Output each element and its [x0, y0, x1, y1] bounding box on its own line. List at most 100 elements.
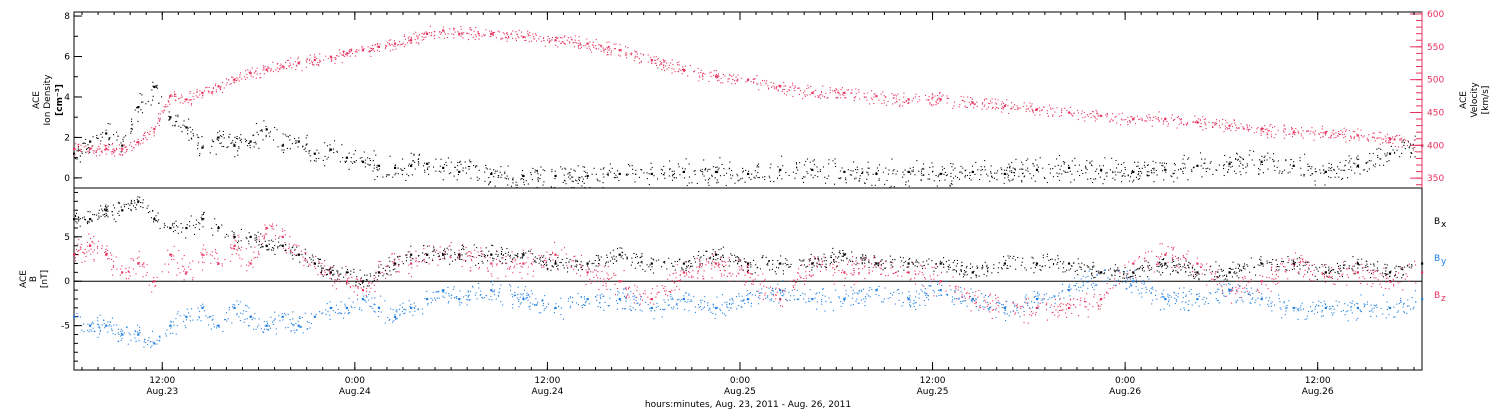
velocity-scatter-dot: [165, 104, 167, 106]
velocity-scatter-dot: [674, 71, 676, 73]
bz-scatter-dot: [782, 289, 784, 291]
velocity-scatter-dot: [865, 96, 867, 98]
bz-scatter-dot: [557, 255, 559, 257]
density-scatter-dot: [365, 159, 367, 161]
density-scatter-dot: [1392, 149, 1394, 151]
density-scatter-dot: [413, 153, 415, 155]
density-scatter-dot: [782, 165, 784, 167]
velocity-scatter-dot: [1167, 125, 1169, 127]
bz-scatter-dot: [156, 276, 158, 278]
density-scatter-dot: [959, 171, 961, 173]
density-scatter-dot: [632, 173, 634, 175]
density-scatter-dot: [920, 179, 922, 181]
density-scatter-dot: [1274, 169, 1276, 172]
density-scatter-dot: [964, 170, 966, 172]
density-scatter-dot: [315, 160, 317, 162]
velocity-scatter-dot: [1036, 109, 1038, 111]
bz-scatter-dot: [775, 294, 777, 296]
velocity-scatter-dot: [268, 66, 270, 68]
density-scatter-dot: [233, 143, 235, 146]
bz-scatter-dot: [718, 262, 720, 264]
velocity-scatter-dot: [305, 66, 307, 68]
velocity-point-20: [393, 42, 397, 45]
bz-scatter-dot: [1393, 285, 1395, 287]
bz-scatter-dot: [232, 248, 234, 250]
velocity-scatter-dot: [1283, 124, 1285, 126]
density-scatter-dot: [1090, 164, 1092, 166]
density-scatter-dot: [1132, 181, 1134, 183]
velocity-scatter-dot: [466, 32, 468, 35]
bz-scatter-dot: [1167, 261, 1169, 263]
velocity-scatter-dot: [335, 58, 337, 61]
velocity-scatter-dot: [369, 47, 371, 49]
velocity-scatter-dot: [1321, 125, 1323, 127]
density-scatter-dot: [847, 169, 849, 171]
bz-scatter-dot: [1415, 264, 1417, 266]
velocity-scatter-dot: [79, 150, 82, 152]
bz-scatter-dot: [418, 261, 420, 263]
density-scatter-dot: [1283, 169, 1286, 171]
density-scatter-dot: [1009, 180, 1011, 182]
density-scatter-dot: [1245, 166, 1247, 168]
velocity-scatter-dot: [750, 80, 752, 83]
velocity-scatter-dot: [1338, 133, 1340, 135]
bz-scatter-dot: [183, 254, 185, 257]
bz-scatter-dot: [376, 281, 379, 283]
bz-scatter-dot: [1236, 291, 1238, 293]
density-scatter-dot: [413, 154, 415, 156]
bz-scatter-dot: [698, 266, 700, 268]
bz-scatter-dot: [391, 261, 393, 263]
bz-scatter-dot: [234, 239, 236, 241]
bz-scatter-dot: [984, 299, 986, 301]
bz-scatter-dot: [303, 259, 305, 261]
density-scatter-dot: [914, 174, 916, 176]
density-scatter-dot: [116, 131, 118, 133]
velocity-point-4: [137, 141, 140, 144]
bz-scatter-dot: [992, 309, 995, 311]
bz-scatter-dot: [841, 269, 843, 271]
velocity-scatter-dot: [994, 108, 996, 110]
density-scatter-dot: [662, 173, 664, 175]
density-scatter-dot: [551, 169, 553, 171]
density-scatter-dot: [1000, 167, 1002, 169]
velocity-scatter-dot: [418, 43, 420, 45]
bz-scatter-dot: [599, 264, 601, 266]
velocity-scatter-dot: [468, 33, 470, 35]
velocity-scatter-dot: [78, 143, 80, 145]
velocity-scatter-dot: [1001, 101, 1003, 103]
density-scatter-dot: [757, 177, 759, 179]
bz-scatter-dot: [237, 234, 239, 236]
velocity-scatter-dot: [371, 44, 374, 46]
velocity-scatter-dot: [415, 42, 417, 44]
velocity-point-47: [1196, 121, 1199, 124]
velocity-scatter-dot: [414, 39, 416, 41]
velocity-scatter-dot: [395, 48, 397, 50]
bz-scatter-dot: [224, 259, 226, 261]
density-scatter-dot: [537, 177, 539, 179]
density-scatter-dot: [1259, 169, 1261, 171]
bz-scatter-dot: [338, 278, 340, 281]
velocity-scatter-dot: [598, 48, 600, 50]
density-scatter-dot: [838, 177, 840, 179]
bz-scatter-dot: [1014, 313, 1016, 315]
velocity-scatter-dot: [1257, 127, 1259, 129]
density-scatter-dot: [1320, 172, 1322, 174]
density-scatter-dot: [1046, 181, 1048, 184]
x-tick-time-5: 0:00: [1115, 376, 1135, 386]
density-scatter-dot: [795, 166, 798, 168]
density-scatter-dot: [1006, 173, 1008, 175]
velocity-scatter-dot: [306, 58, 308, 60]
density-point-46: [1164, 168, 1167, 171]
velocity-scatter-dot: [398, 41, 400, 43]
density-scatter-dot: [1011, 179, 1013, 181]
velocity-scatter-dot: [964, 105, 966, 107]
density-scatter-dot: [305, 144, 307, 146]
bz-scatter-dot: [264, 233, 267, 235]
bz-scatter-dot: [354, 285, 356, 287]
bz-scatter-dot: [1321, 273, 1323, 275]
density-scatter-dot: [1069, 170, 1071, 172]
bz-scatter-dot: [890, 267, 892, 269]
velocity-scatter-dot: [1047, 115, 1049, 117]
density-scatter-dot: [762, 176, 764, 178]
bz-scatter-dot: [781, 305, 784, 307]
